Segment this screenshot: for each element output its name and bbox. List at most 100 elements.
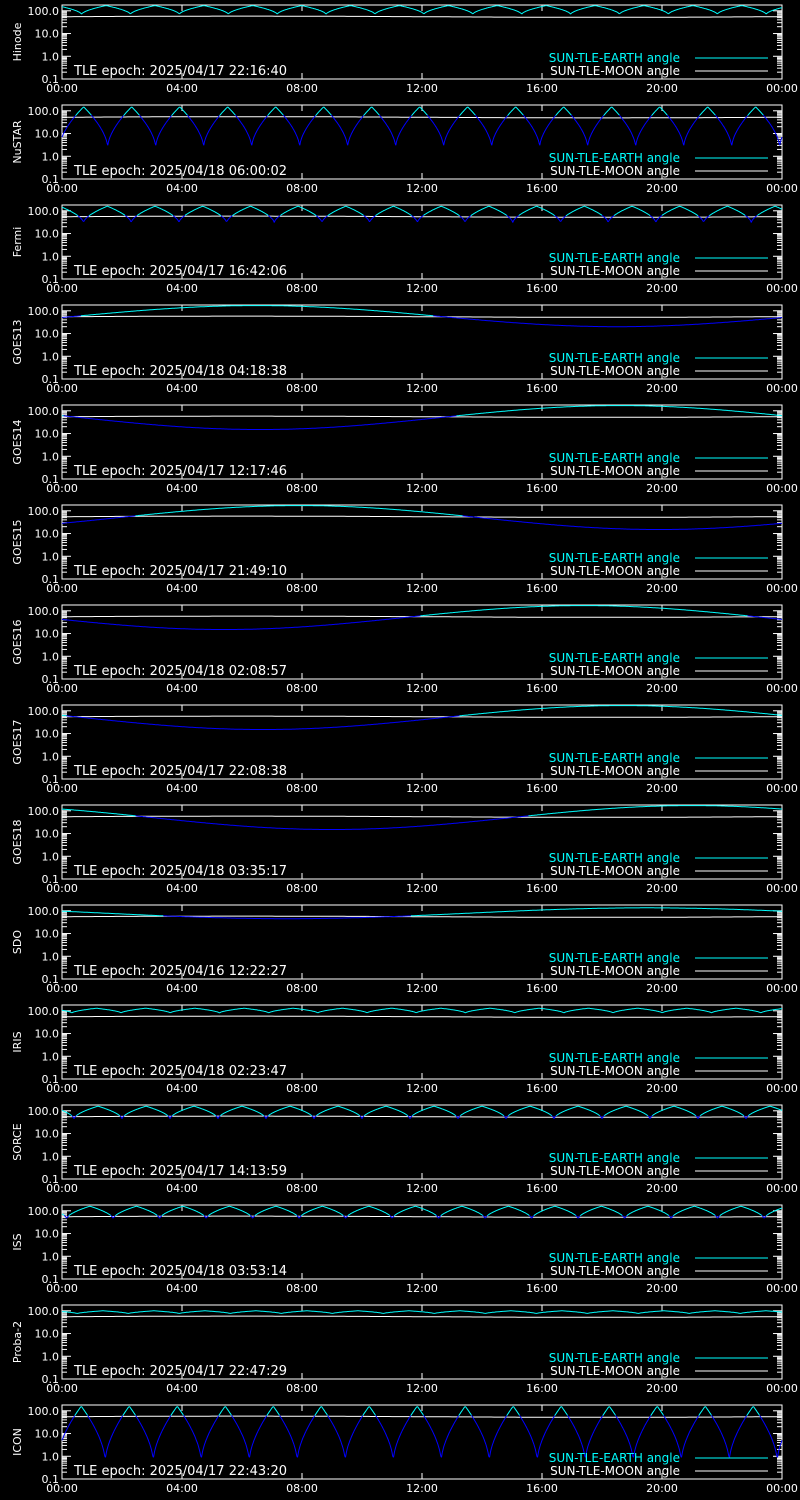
tle-epoch: TLE epoch: 2025/04/17 22:16:40 [73,64,287,79]
y-tick-label: 0.1 [42,873,60,886]
y-tick-label: 1.0 [42,850,60,863]
x-tick-label: 00:00 [766,1082,798,1095]
legend-moon-label: SUN-TLE-MOON angle [550,1364,680,1378]
y-tick-label: 100.0 [28,905,60,918]
x-tick-label: 04:00 [166,82,198,95]
x-tick-label: 20:00 [646,282,678,295]
legend-moon-label: SUN-TLE-MOON angle [550,864,680,878]
satellite-label: IRIS [11,1031,24,1052]
panel-nustar: 100.010.01.00.100:00 04:00 08:00 12:00 16:00… [11,104,798,195]
x-tick-label: 04:00 [166,382,198,395]
x-tick-label: 00:00 [46,1082,78,1095]
legend-moon-label: SUN-TLE-MOON angle [550,564,680,578]
panel-hinode: 100.010.01.00.100:00 04:00 08:00 12:00 16:00… [11,4,798,95]
x-tick-label: 08:00 [286,982,318,995]
moon-angle-series [62,1415,782,1418]
x-tick-label: 00:00 [766,782,798,795]
x-tick-label: 00:00 [766,682,798,695]
legend-earth-label: SUN-TLE-EARTH angle [549,151,680,165]
x-tick-label: 04:00 [166,1282,198,1295]
y-tick-label: 0.1 [42,173,60,186]
x-tick-label: 08:00 [286,1082,318,1095]
x-tick-label: 16:00 [526,1082,558,1095]
y-tick-label: 100.0 [28,1105,60,1118]
x-tick-label: 12:00 [406,682,438,695]
x-tick-label: 16:00 [526,1282,558,1295]
x-tick-label: 20:00 [646,1282,678,1295]
tle-epoch: TLE epoch: 2025/04/17 22:08:38 [73,764,287,779]
moon-angle-series [62,615,782,618]
x-tick-label: 12:00 [406,182,438,195]
x-tick-label: 04:00 [166,1182,198,1195]
y-tick-label: 0.1 [42,1473,60,1486]
y-tick-label: 1.0 [42,150,60,163]
x-tick-label: 20:00 [646,182,678,195]
legend-earth-label: SUN-TLE-EARTH angle [549,351,680,365]
x-tick-label: 12:00 [406,282,438,295]
y-tick-label: 100.0 [28,805,60,818]
moon-angle-series [62,1115,782,1118]
x-tick-label: 12:00 [406,382,438,395]
earth-angle-series [62,705,783,717]
earth-angle-series-low [66,715,460,730]
legend-moon-label: SUN-TLE-MOON angle [550,164,680,178]
x-tick-label: 08:00 [286,282,318,295]
tle-epoch: TLE epoch: 2025/04/17 16:42:06 [73,264,287,279]
y-tick-label: 10.0 [35,628,60,641]
legend-moon-label: SUN-TLE-MOON angle [550,964,680,978]
x-tick-label: 12:00 [406,982,438,995]
y-tick-label: 0.1 [42,573,60,586]
y-tick-label: 10.0 [35,328,60,341]
x-tick-label: 00:00 [46,182,78,195]
panel-iss: 100.010.01.00.100:00 04:00 08:00 12:00 16:00… [11,1204,798,1295]
y-tick-label: 100.0 [28,305,60,318]
earth-angle-series-low [61,515,782,530]
x-tick-label: 12:00 [406,582,438,595]
x-tick-label: 16:00 [526,382,558,395]
x-tick-label: 00:00 [46,882,78,895]
x-tick-label: 00:00 [46,1482,78,1495]
x-tick-label: 12:00 [406,82,438,95]
moon-angle-series [62,1315,782,1318]
legend-earth-label: SUN-TLE-EARTH angle [549,551,680,565]
x-tick-label: 00:00 [46,582,78,595]
satellite-label: SORCE [11,1123,24,1160]
tle-epoch: TLE epoch: 2025/04/17 22:43:20 [73,1464,287,1479]
legend-moon-label: SUN-TLE-MOON angle [550,664,680,678]
y-tick-label: 0.1 [42,1373,60,1386]
earth-angle-series-low [61,315,783,328]
x-tick-label: 00:00 [46,1382,78,1395]
x-tick-label: 08:00 [286,182,318,195]
y-tick-label: 1.0 [42,350,60,363]
legend-earth-label: SUN-TLE-EARTH angle [549,1351,680,1365]
y-tick-label: 10.0 [35,1428,60,1441]
y-tick-label: 10.0 [35,728,60,741]
earth-angle-series-low [135,815,529,830]
x-tick-label: 20:00 [646,582,678,595]
y-tick-label: 10.0 [35,1128,60,1141]
x-tick-label: 08:00 [286,1482,318,1495]
y-tick-label: 1.0 [42,1250,60,1263]
legend-moon-label: SUN-TLE-MOON angle [550,1164,680,1178]
moon-angle-series [62,815,782,818]
y-tick-label: 10.0 [35,828,60,841]
satellite-label: GOES14 [11,419,24,464]
earth-angle-series [61,205,783,217]
y-tick-label: 10.0 [35,928,60,941]
moon-angle-series [62,715,782,718]
x-tick-label: 08:00 [286,82,318,95]
x-tick-label: 00:00 [46,782,78,795]
tle-epoch: TLE epoch: 2025/04/16 12:22:27 [73,964,287,979]
legend-moon-label: SUN-TLE-MOON angle [550,1264,680,1278]
x-tick-label: 04:00 [166,782,198,795]
x-tick-label: 00:00 [46,1282,78,1295]
moon-angle-series [62,315,782,318]
x-tick-label: 00:00 [46,382,78,395]
earth-angle-series-low [61,615,783,630]
x-tick-label: 08:00 [286,1282,318,1295]
x-tick-label: 08:00 [286,782,318,795]
legend-earth-label: SUN-TLE-EARTH angle [549,51,680,65]
legend-earth-label: SUN-TLE-EARTH angle [549,1151,680,1165]
moon-angle-series [62,1015,782,1018]
x-tick-label: 04:00 [166,1082,198,1095]
